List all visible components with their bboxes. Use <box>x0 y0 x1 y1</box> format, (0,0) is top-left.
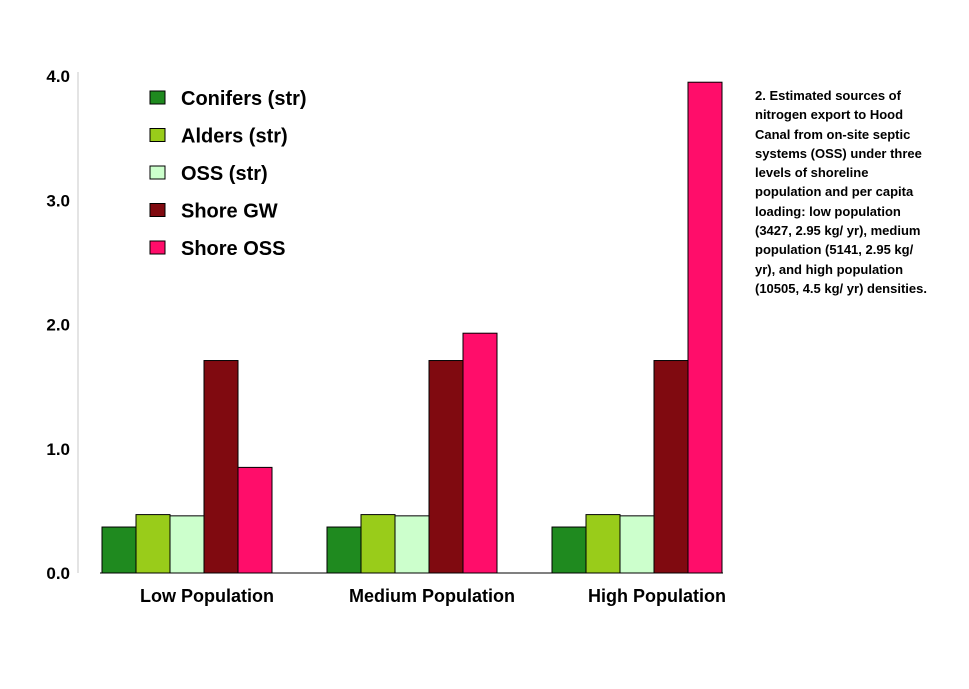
bar <box>687 81 723 574</box>
bar <box>326 526 362 574</box>
legend-swatch <box>149 240 166 255</box>
legend-label: Shore GW <box>181 201 278 223</box>
bar <box>135 514 171 574</box>
y-tick-label: 0.0 <box>46 564 70 583</box>
legend-swatch <box>149 128 166 142</box>
bar <box>237 466 273 574</box>
legend-swatch <box>149 90 166 105</box>
y-tick-label: 3.0 <box>46 191 70 210</box>
category-labels: Low Population Medium Population High Popu… <box>140 586 726 606</box>
bar <box>551 526 587 574</box>
category-label: High Population <box>588 586 726 606</box>
legend-label: Conifers (str) <box>181 88 307 110</box>
figure-caption: 2. Estimated sources of nitrogen export … <box>755 88 927 296</box>
y-tick-label: 1.0 <box>46 440 70 459</box>
legend: Conifers (str) Alders (str) OSS (str) Shore… <box>149 88 307 260</box>
bar <box>619 515 655 574</box>
bar <box>428 360 464 574</box>
y-tick-label: 4.0 <box>46 67 70 86</box>
bar <box>394 515 430 574</box>
bar <box>462 332 498 574</box>
bars <box>100 81 723 574</box>
legend-label: Shore OSS <box>181 238 285 260</box>
bar <box>203 360 239 574</box>
bar <box>360 514 396 574</box>
legend-label: Alders (str) <box>181 126 288 148</box>
category-label: Low Population <box>140 586 274 606</box>
bar <box>169 515 205 574</box>
category-label: Medium Population <box>349 586 515 606</box>
bar <box>653 360 689 574</box>
bar <box>101 526 137 574</box>
y-axis-ticks: 0.0 1.0 2.0 3.0 4.0 <box>46 67 70 583</box>
y-tick-label: 2.0 <box>46 316 70 335</box>
legend-swatch <box>149 203 166 217</box>
legend-swatch <box>149 165 166 180</box>
bar <box>585 514 621 574</box>
legend-label: OSS (str) <box>181 163 268 185</box>
